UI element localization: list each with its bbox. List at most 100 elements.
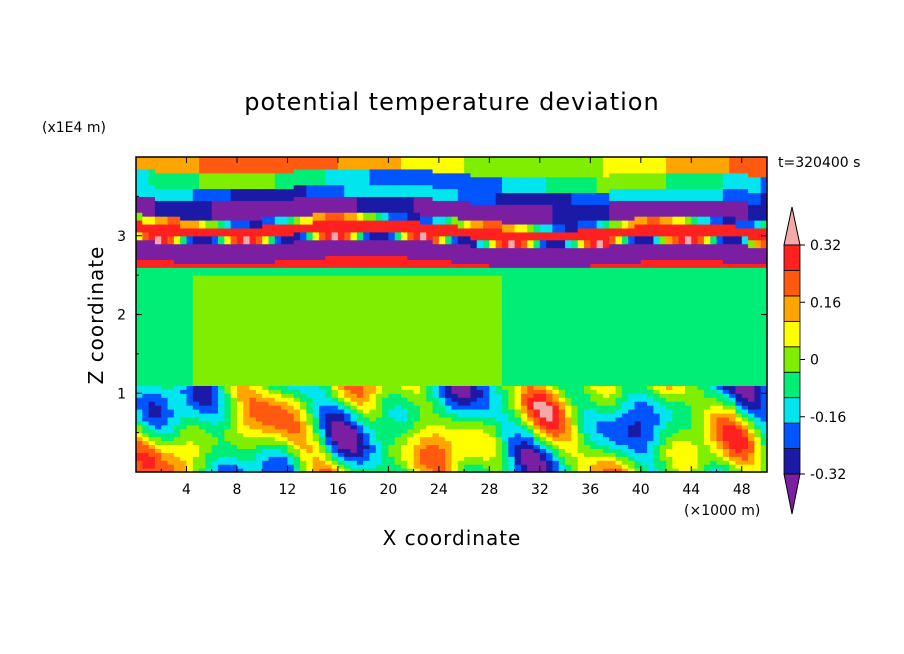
contour-cell xyxy=(230,342,238,347)
contour-cell xyxy=(300,283,307,288)
contour-cell xyxy=(432,342,440,347)
contour-cell xyxy=(337,428,345,434)
contour-cell xyxy=(558,369,566,375)
contour-cell xyxy=(514,428,522,434)
contour-cell xyxy=(666,283,673,288)
contour-cell xyxy=(218,464,225,469)
contour-cell xyxy=(344,290,352,296)
contour-cell xyxy=(495,290,503,296)
contour-cell xyxy=(312,275,320,280)
contour-cell xyxy=(369,353,377,359)
contour-cell xyxy=(464,409,472,414)
contour-cell xyxy=(457,342,465,347)
contour-cell xyxy=(584,456,591,461)
contour-cell xyxy=(565,334,572,339)
contour-cell xyxy=(464,377,472,383)
contour-cell xyxy=(161,397,169,402)
contour-cell xyxy=(584,416,591,422)
contour-cell xyxy=(199,409,207,414)
contour-cell xyxy=(173,444,181,449)
contour-cell xyxy=(501,310,509,316)
contour-cell xyxy=(653,306,661,312)
contour-cell xyxy=(577,318,585,323)
contour-cell xyxy=(760,385,767,390)
contour-cell xyxy=(565,353,572,359)
contour-cell xyxy=(350,353,358,359)
contour-cell xyxy=(224,428,232,434)
contour-cell xyxy=(445,428,453,434)
contour-cell xyxy=(312,353,320,359)
contour-cell xyxy=(653,397,661,402)
contour-cell xyxy=(394,373,402,379)
contour-cell xyxy=(325,412,333,418)
contour-cell xyxy=(287,440,295,446)
contour-cell xyxy=(199,338,207,343)
contour-cell xyxy=(584,385,591,390)
contour-cell xyxy=(760,393,767,398)
contour-cell xyxy=(501,420,509,426)
contour-cell xyxy=(602,310,610,316)
contour-cell xyxy=(445,397,453,402)
contour-cell xyxy=(230,275,238,280)
contour-cell xyxy=(653,302,661,308)
contour-cell xyxy=(760,440,767,446)
contour-cell xyxy=(445,424,453,430)
contour-cell xyxy=(634,326,642,331)
contour-cell xyxy=(653,322,661,327)
contour-cell xyxy=(375,373,383,379)
contour-cell xyxy=(331,409,339,414)
contour-cell xyxy=(710,294,718,300)
contour-cell xyxy=(136,428,143,434)
contour-cell xyxy=(729,326,737,331)
contour-cell xyxy=(154,349,162,355)
contour-cell xyxy=(565,302,572,308)
contour-cell xyxy=(464,412,472,418)
contour-cell xyxy=(527,397,535,402)
contour-cell xyxy=(552,412,560,418)
contour-cell xyxy=(634,338,642,343)
contour-cell xyxy=(735,444,743,449)
contour-cell xyxy=(148,346,156,351)
contour-cell xyxy=(533,405,541,410)
contour-cell xyxy=(609,424,617,430)
contour-cell xyxy=(255,357,263,363)
contour-cell xyxy=(173,428,181,434)
contour-cell xyxy=(407,346,415,351)
contour-cell xyxy=(653,460,661,465)
contour-cell xyxy=(432,361,440,367)
contour-cell xyxy=(577,409,585,414)
contour-cell xyxy=(590,389,598,394)
contour-cell xyxy=(318,444,326,449)
contour-cell xyxy=(350,373,358,379)
contour-cell xyxy=(571,420,579,426)
contour-cell xyxy=(388,365,396,371)
contour-cell xyxy=(306,279,314,284)
contour-cell xyxy=(470,286,478,292)
contour-cell xyxy=(760,428,767,434)
contour-cell xyxy=(382,290,389,296)
contour-cell xyxy=(748,338,755,343)
contour-cell xyxy=(401,428,408,434)
contour-cell xyxy=(300,275,307,280)
contour-cell xyxy=(413,444,421,449)
contour-cell xyxy=(520,405,528,410)
contour-cell xyxy=(533,318,541,323)
contour-cell xyxy=(634,405,642,410)
contour-cell xyxy=(527,342,535,347)
contour-cell xyxy=(438,349,446,355)
contour-cell xyxy=(754,286,762,292)
contour-cell xyxy=(615,420,623,426)
contour-cell xyxy=(508,318,516,323)
contour-cell xyxy=(224,369,232,375)
contour-cell xyxy=(192,357,200,363)
contour-cell xyxy=(142,468,150,472)
contour-cell xyxy=(628,440,636,446)
contour-cell xyxy=(716,369,724,375)
contour-cell xyxy=(142,361,150,367)
contour-cell xyxy=(615,409,623,414)
contour-cell xyxy=(249,275,257,280)
contour-cell xyxy=(167,306,175,312)
contour-cell xyxy=(419,377,427,383)
contour-cell xyxy=(754,294,762,300)
contour-cell xyxy=(659,405,667,410)
